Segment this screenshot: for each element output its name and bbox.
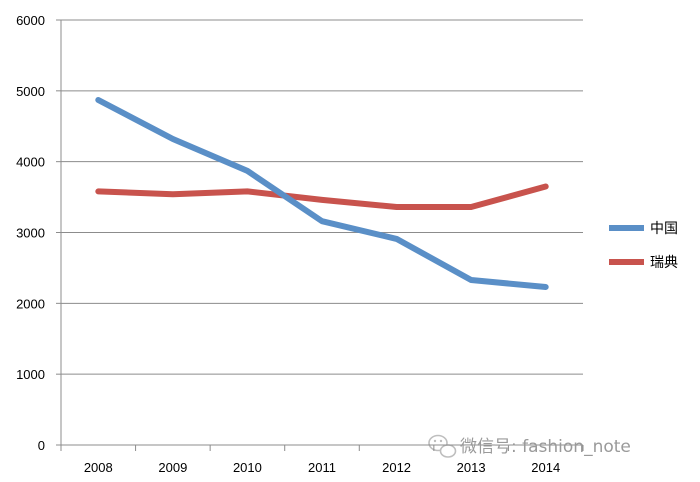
legend: 中国 瑞典 — [609, 221, 678, 271]
y-tick-label: 3000 — [16, 226, 45, 241]
series-lines — [95, 97, 549, 290]
x-tick-label: 2012 — [382, 460, 411, 475]
x-tick-label: 2010 — [233, 460, 262, 475]
x-axis: 2008 2009 2010 2011 2012 2013 2014 — [60, 444, 584, 475]
x-tick-label: 2013 — [457, 460, 486, 475]
y-axis: 0 1000 2000 3000 4000 5000 6000 — [16, 13, 62, 453]
legend-label-china: 中国 — [650, 221, 678, 237]
y-tick-label: 0 — [38, 438, 45, 453]
y-tick-label: 4000 — [16, 155, 45, 170]
grid-lines — [61, 19, 583, 375]
y-tick-label: 6000 — [16, 13, 45, 28]
x-tick-label: 2014 — [531, 460, 560, 475]
legend-label-sweden: 瑞典 — [650, 255, 678, 271]
x-tick-label: 2008 — [84, 460, 113, 475]
x-tick-label: 2011 — [308, 460, 336, 475]
watermark: 微信号: fashion_note — [428, 434, 631, 458]
y-tick-label: 2000 — [16, 296, 45, 311]
watermark-text: 微信号: fashion_note — [460, 437, 631, 457]
series-line-sweden — [95, 183, 549, 210]
wechat-icon — [428, 434, 457, 458]
y-tick-label: 1000 — [16, 367, 45, 382]
x-tick-label: 2009 — [158, 460, 187, 475]
y-tick-label: 5000 — [16, 84, 45, 99]
